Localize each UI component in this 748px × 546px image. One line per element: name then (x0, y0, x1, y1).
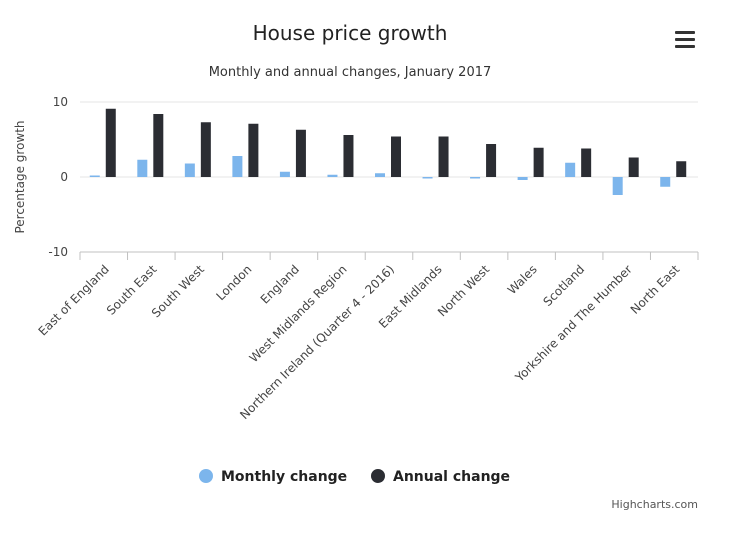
x-tick-label: West Midlands Region (247, 262, 350, 365)
bar-series (89, 108, 687, 195)
bar-monthly-7 (422, 177, 433, 179)
y-tick-label: -10 (48, 245, 68, 259)
x-axis (79, 251, 699, 260)
bar-monthly-2 (184, 163, 195, 177)
chart-subtitle: Monthly and annual changes, January 2017 (209, 65, 492, 80)
legend: Monthly change Annual change (199, 469, 510, 485)
x-tick-label: Scotland (540, 262, 587, 309)
bar-annual-5 (343, 135, 354, 177)
x-tick-label: England (258, 262, 302, 306)
bar-annual-4 (295, 129, 306, 177)
legend-marker-annual (371, 469, 385, 483)
y-axis-ticks: -10 0 10 (48, 95, 68, 259)
bar-monthly-12 (660, 177, 671, 187)
legend-marker-monthly (199, 469, 213, 483)
bar-monthly-10 (565, 162, 576, 177)
bar-annual-3 (248, 123, 259, 177)
bar-monthly-5 (327, 174, 338, 177)
bar-monthly-9 (517, 177, 528, 180)
y-tick-label: 0 (60, 170, 68, 184)
bar-monthly-6 (375, 173, 385, 177)
bar-annual-0 (105, 108, 116, 177)
x-tick-label: Wales (505, 262, 540, 297)
x-tick-label: North West (435, 262, 492, 319)
bar-annual-1 (153, 114, 164, 177)
x-tick-label: East of England (36, 262, 112, 338)
legend-label-monthly: Monthly change (221, 469, 347, 485)
bar-annual-9 (533, 147, 544, 177)
y-tick-label: 10 (53, 95, 68, 109)
x-tick-label: London (213, 262, 254, 303)
bar-annual-12 (676, 161, 687, 177)
bar-monthly-3 (232, 156, 243, 177)
bar-monthly-0 (89, 175, 100, 177)
bar-monthly-4 (279, 171, 290, 177)
bar-annual-10 (581, 148, 592, 177)
bar-monthly-8 (470, 177, 481, 179)
legend-label-annual: Annual change (393, 469, 510, 485)
bar-annual-7 (438, 136, 449, 177)
x-tick-label: North East (628, 262, 683, 317)
bar-monthly-1 (137, 159, 148, 177)
y-axis-title: Percentage growth (13, 120, 27, 233)
bar-annual-11 (628, 157, 639, 177)
credits-link[interactable]: Highcharts.com (611, 498, 698, 511)
bar-annual-6 (391, 136, 401, 177)
bar-annual-2 (200, 122, 211, 177)
bar-monthly-11 (612, 177, 623, 195)
chart-title: House price growth (253, 21, 448, 45)
grid-lines (80, 101, 698, 178)
bar-annual-8 (486, 144, 497, 177)
hamburger-menu-icon[interactable] (672, 28, 698, 52)
